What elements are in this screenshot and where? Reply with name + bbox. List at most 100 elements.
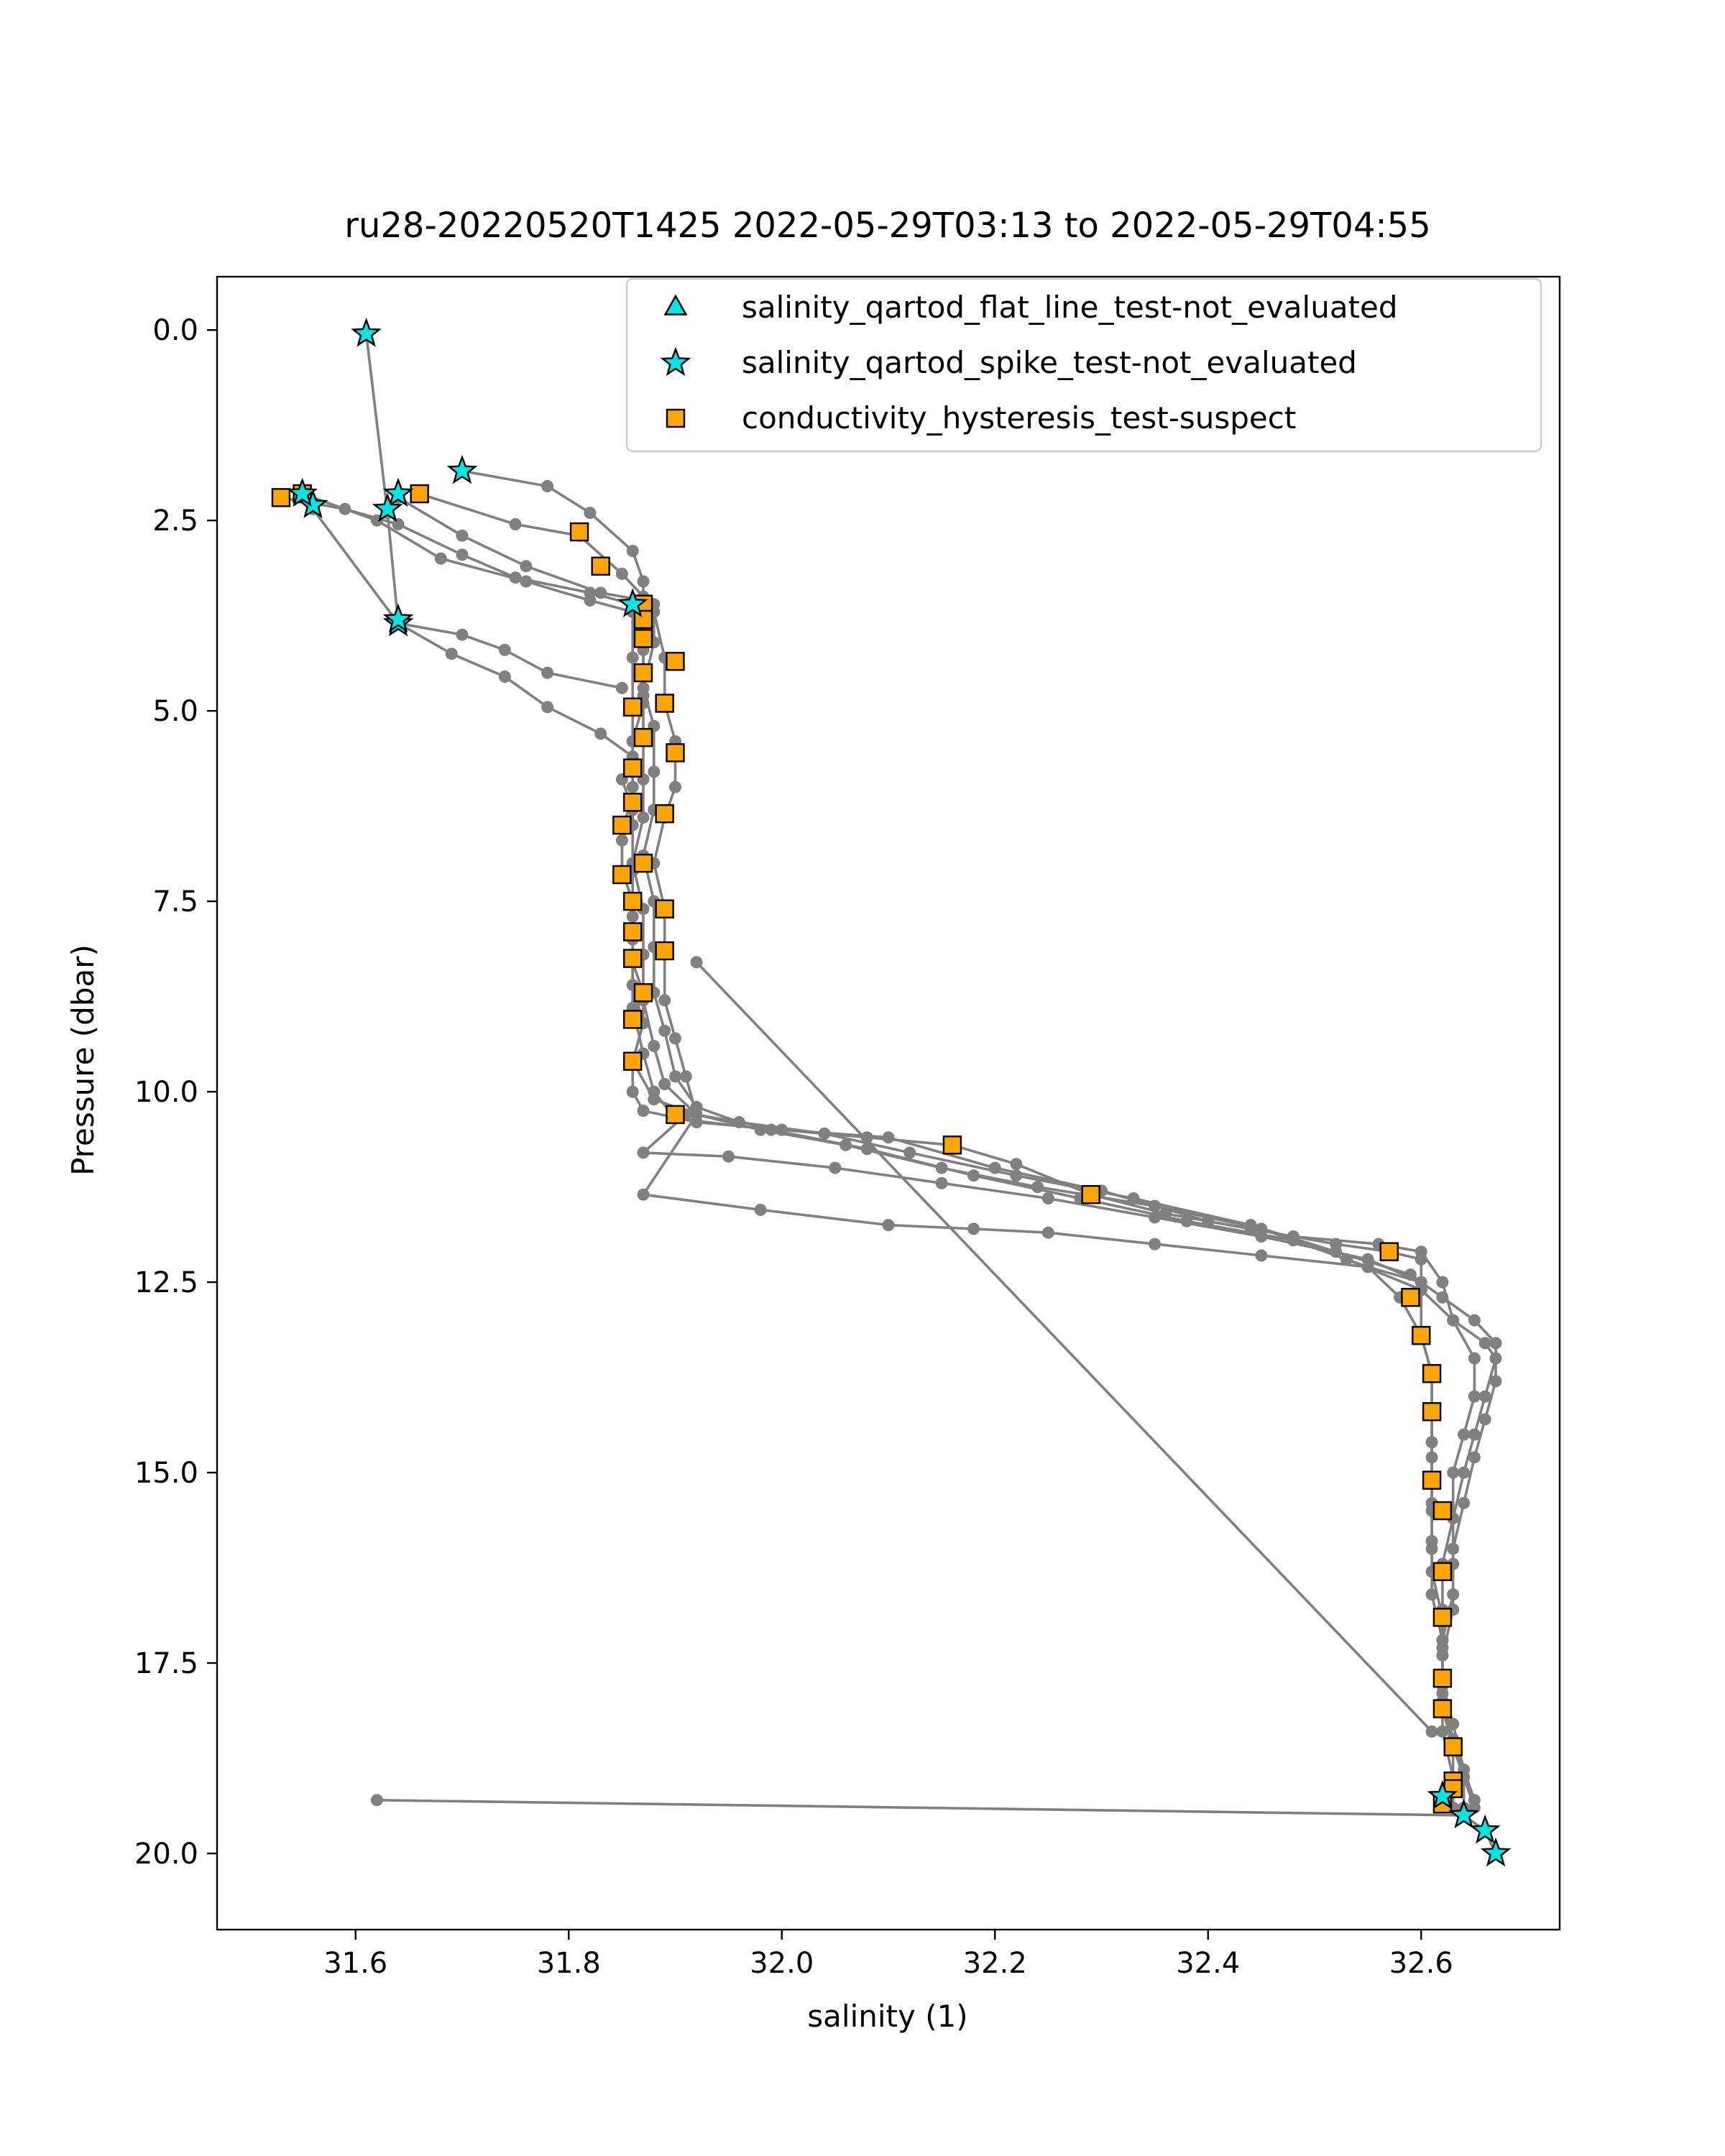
- profile-point: [434, 552, 447, 565]
- profile-point: [1425, 1451, 1438, 1464]
- profile-point: [1425, 1542, 1438, 1555]
- x-tick-label: 31.6: [323, 1947, 387, 1980]
- hysteresis-test-point: [1422, 1470, 1442, 1490]
- hysteresis-test-point: [655, 899, 674, 918]
- profile-point: [626, 910, 639, 923]
- profile-point: [648, 1085, 661, 1098]
- profile-point: [1425, 1588, 1438, 1601]
- profile-point: [1255, 1249, 1268, 1262]
- hysteresis-test-point: [942, 1135, 962, 1155]
- spike-test-point: [1448, 1799, 1479, 1829]
- profile-point: [1255, 1230, 1268, 1243]
- profile-point: [541, 480, 554, 492]
- profile-point: [626, 545, 639, 558]
- hysteresis-test-point: [622, 758, 643, 778]
- profile-point: [594, 727, 607, 740]
- plot-area: [271, 318, 1512, 1867]
- profile-point: [1458, 1428, 1471, 1441]
- x-tick-label: 31.8: [537, 1947, 601, 1980]
- hysteresis-test-point: [1422, 1364, 1442, 1383]
- hysteresis-test-point: [612, 815, 632, 835]
- profile-point: [456, 529, 469, 542]
- profile-line-14: [695, 961, 1433, 1733]
- profile-line-4: [311, 508, 622, 690]
- profile-point: [679, 1070, 692, 1083]
- profile-point: [445, 648, 458, 660]
- profile-point: [1041, 1192, 1054, 1204]
- profile-point: [903, 1146, 916, 1159]
- profile-point: [1468, 1390, 1481, 1403]
- y-tick-label: 17.5: [134, 1647, 198, 1680]
- hysteresis-test-point: [1432, 1501, 1453, 1521]
- hysteresis-test-point: [1432, 1699, 1453, 1718]
- spike-test-point: [1427, 1780, 1458, 1810]
- chart-title: ru28-20220520T1425 2022-05-29T03:13 to 2…: [344, 206, 1431, 246]
- profile-point: [520, 560, 533, 573]
- spike-test-point: [1469, 1814, 1501, 1844]
- y-axis-label: Pressure (dbar): [65, 944, 101, 1176]
- profile-line-13: [642, 1113, 1422, 1284]
- profile-point: [1468, 1451, 1481, 1464]
- legend-entry: salinity_qartod_spike_test-not_evaluated: [660, 345, 1357, 380]
- profile-point: [392, 518, 405, 530]
- profile-point: [882, 1219, 895, 1232]
- hysteresis-test-point: [655, 941, 674, 961]
- hysteresis-test-point: [1443, 1737, 1463, 1756]
- plot-inner: [271, 318, 1512, 1867]
- hysteresis-test-point: [633, 853, 653, 873]
- profile-point: [1458, 1497, 1471, 1509]
- hysteresis-test-point: [622, 891, 643, 911]
- profile-point: [648, 765, 661, 778]
- spike-test-point: [287, 477, 318, 507]
- hysteresis-test-point: [1379, 1242, 1399, 1261]
- profile-point: [594, 586, 607, 599]
- legend-marker-star: [660, 346, 691, 377]
- plot-frame: [216, 275, 1561, 1931]
- x-tick-label: 32.6: [1389, 1947, 1453, 1980]
- profile-point: [967, 1169, 980, 1182]
- hysteresis-test-point: [633, 983, 653, 1003]
- profile-point: [690, 956, 703, 969]
- profile-point: [1010, 1169, 1023, 1182]
- profile-point: [669, 1032, 681, 1045]
- profile-point: [860, 1131, 873, 1144]
- y-tick-label: 7.5: [152, 885, 198, 918]
- legend-label: salinity_qartod_spike_test-not_evaluated: [742, 345, 1357, 380]
- hysteresis-test-point: [666, 652, 685, 671]
- hysteresis-test-point: [633, 629, 653, 648]
- x-tick-label: 32.2: [963, 1947, 1027, 1980]
- profile-point: [818, 1127, 831, 1140]
- y-tick-label: 5.0: [152, 695, 198, 728]
- profile-point: [882, 1131, 895, 1144]
- profile-point: [765, 1123, 778, 1136]
- hysteresis-test-point: [622, 1051, 643, 1071]
- hysteresis-test-point: [1422, 1402, 1442, 1422]
- hysteresis-test-point: [622, 793, 643, 812]
- profile-point: [1468, 1794, 1481, 1807]
- profile-point: [1478, 1390, 1491, 1403]
- profile-point: [637, 1188, 650, 1201]
- profile-point: [1436, 1725, 1449, 1738]
- hysteresis-test-point: [655, 694, 674, 713]
- profile-point: [658, 994, 671, 1007]
- legend: salinity_qartod_flat_line_test-not_evalu…: [625, 277, 1542, 453]
- spike-test-point: [446, 454, 478, 484]
- legend-box: [625, 277, 1542, 453]
- profile-line-1: [377, 1799, 1497, 1854]
- spike-test-point: [382, 603, 414, 633]
- profile-point: [1478, 1337, 1491, 1350]
- profile-point: [1458, 1466, 1471, 1479]
- profile-point: [615, 681, 628, 694]
- hysteresis-test-point: [1432, 1608, 1453, 1627]
- profile-point: [1414, 1245, 1427, 1258]
- profile-point: [860, 1143, 873, 1156]
- hysteresis-test-point: [622, 1010, 643, 1029]
- profile-point: [1468, 1352, 1481, 1365]
- y-tick-label: 0.0: [152, 314, 198, 347]
- profile-point: [370, 1794, 383, 1807]
- spike-test-point: [351, 318, 382, 347]
- y-tick-label: 2.5: [152, 505, 198, 538]
- hysteresis-test-point: [591, 556, 610, 576]
- profile-point: [1361, 1261, 1374, 1273]
